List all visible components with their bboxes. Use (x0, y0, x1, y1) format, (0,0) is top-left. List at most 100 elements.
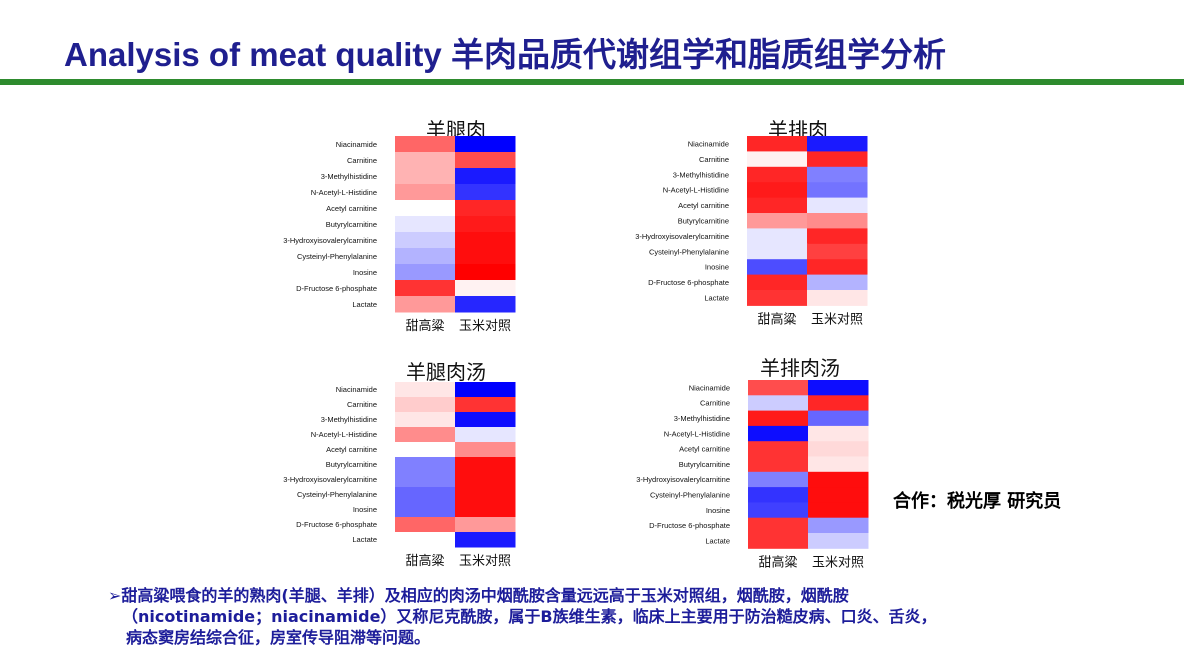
heatmap-cell (395, 280, 456, 297)
heatmap-cell (808, 517, 869, 534)
page-title: Analysis of meat quality 羊肉品质代谢组学和脂质组学分析 (64, 36, 946, 73)
heatmap-cell (395, 184, 456, 201)
heatmap-cell (807, 228, 868, 245)
column-label: 甜高粱 (757, 311, 796, 327)
row-label: 3-Hydroxyisovalerylcarnitine (283, 475, 377, 484)
row-label: 3-Hydroxyisovalerylcarnitine (635, 232, 729, 241)
heatmap-cell (395, 427, 456, 443)
heatmap-cell (395, 502, 456, 518)
row-label: Inosine (705, 263, 729, 272)
row-label: Cysteinyl-Phenylalanine (297, 252, 377, 261)
heatmap-cell (807, 151, 868, 168)
heatmap-cell (807, 136, 868, 152)
note-text: （nicotinamide；niacinamide）又称尼克酰胺，属于B族维生素… (122, 607, 937, 626)
column-label: 玉米对照 (811, 312, 863, 327)
note-line-2: （nicotinamide；niacinamide）又称尼克酰胺，属于B族维生素… (108, 606, 1128, 627)
row-label: Acetyl carnitine (326, 204, 377, 213)
heatmap-leg-soup: 羊腿肉汤 Niacinamide Carnitine 3-Methylhistidi… (250, 354, 550, 574)
heatmap-cell (747, 166, 808, 183)
heatmap-cell (747, 290, 808, 306)
row-label: N-Acetyl-L-Histidine (664, 429, 730, 438)
title-divider (0, 79, 1184, 85)
row-label: Inosine (353, 505, 377, 514)
row-label: Lactate (352, 535, 377, 544)
heatmap-cell (808, 471, 869, 488)
row-label: Cysteinyl-Phenylalanine (297, 490, 377, 499)
row-label: Inosine (353, 268, 377, 277)
heatmap-cell (747, 197, 808, 214)
heatmap-cell (808, 502, 869, 519)
heatmap-cell (807, 259, 868, 276)
row-label: 3-Methylhistidine (674, 414, 730, 423)
heatmap-cell (395, 487, 456, 503)
heatmap-cell (455, 517, 516, 533)
heatmap-cell (747, 151, 808, 168)
heatmap-cell (747, 136, 808, 152)
column-label: 甜高粱 (758, 554, 797, 570)
heatmap-cell (395, 412, 456, 428)
heatmap-svg: Niacinamide Carnitine 3-Methylhistidine N-A… (283, 136, 516, 334)
heatmap-cell (455, 168, 516, 185)
heatmap-cell (807, 166, 868, 183)
heatmap-cell (455, 502, 516, 518)
heatmap-cell (748, 471, 809, 488)
heatmap-cell (747, 182, 808, 199)
heatmap-cell (455, 264, 516, 281)
heatmap-cell (807, 182, 868, 199)
row-label: D-Fructose 6-phosphate (296, 520, 377, 529)
heatmap-cell (395, 200, 456, 217)
heatmap-cell (455, 184, 516, 201)
heatmap-cell (455, 487, 516, 503)
row-label: D-Fructose 6-phosphate (648, 278, 729, 287)
row-label: 3-Methylhistidine (321, 415, 377, 424)
heatmap-cell (808, 410, 869, 427)
row-label: Niacinamide (689, 383, 730, 392)
heatmap-cell (747, 228, 808, 245)
row-label: Inosine (706, 506, 730, 515)
row-label: Carnitine (699, 155, 729, 164)
heatmap-cell (455, 412, 516, 428)
heatmap-cell (807, 197, 868, 214)
heatmap-svg: Niacinamide Carnitine 3-Methylhistidine N-A… (283, 382, 516, 569)
heatmap-cell (395, 168, 456, 185)
row-label: Cysteinyl-Phenylalanine (649, 247, 729, 256)
heatmap-cell (395, 248, 456, 265)
heatmap-cell (395, 264, 456, 281)
heatmap-cell (747, 274, 808, 291)
row-label: Lactate (704, 293, 729, 302)
heatmap-cell (808, 441, 869, 457)
heatmap-cell (455, 472, 516, 488)
heatmap-cell (395, 532, 456, 548)
column-label: 玉米对照 (812, 555, 864, 570)
heatmap-cell (807, 243, 868, 260)
column-label: 玉米对照 (459, 554, 511, 569)
row-label: Niacinamide (336, 385, 377, 394)
heatmap-cell (395, 472, 456, 488)
heatmap-cell (748, 533, 809, 549)
heatmap-cell (808, 456, 869, 473)
row-label: Acetyl carnitine (326, 445, 377, 454)
heatmap-cell (455, 397, 516, 413)
bullet-arrow-icon: ➢ (108, 586, 122, 605)
column-label: 玉米对照 (459, 319, 511, 334)
row-label: Carnitine (347, 400, 377, 409)
heatmap-cell (808, 533, 869, 549)
row-label: Niacinamide (336, 140, 377, 149)
heatmap-cell (455, 152, 516, 169)
row-label: Lactate (352, 300, 377, 309)
heatmap-cell (455, 200, 516, 217)
heatmap-cell (748, 410, 809, 427)
heatmap-cell (455, 382, 516, 398)
heatmap-cell (807, 213, 868, 229)
heatmap-cell (455, 457, 516, 473)
heatmap-cell (395, 382, 456, 398)
heatmap-cell (747, 213, 808, 229)
row-label: 3-Hydroxyisovalerylcarnitine (636, 475, 730, 484)
heatmap-cell (455, 532, 516, 548)
row-label: Niacinamide (688, 139, 729, 148)
heatmap-cell (395, 517, 456, 533)
heatmap-cell (455, 216, 516, 233)
heatmap-cell (395, 442, 456, 458)
heatmap-cell (455, 442, 516, 458)
heatmap-cell (395, 397, 456, 413)
